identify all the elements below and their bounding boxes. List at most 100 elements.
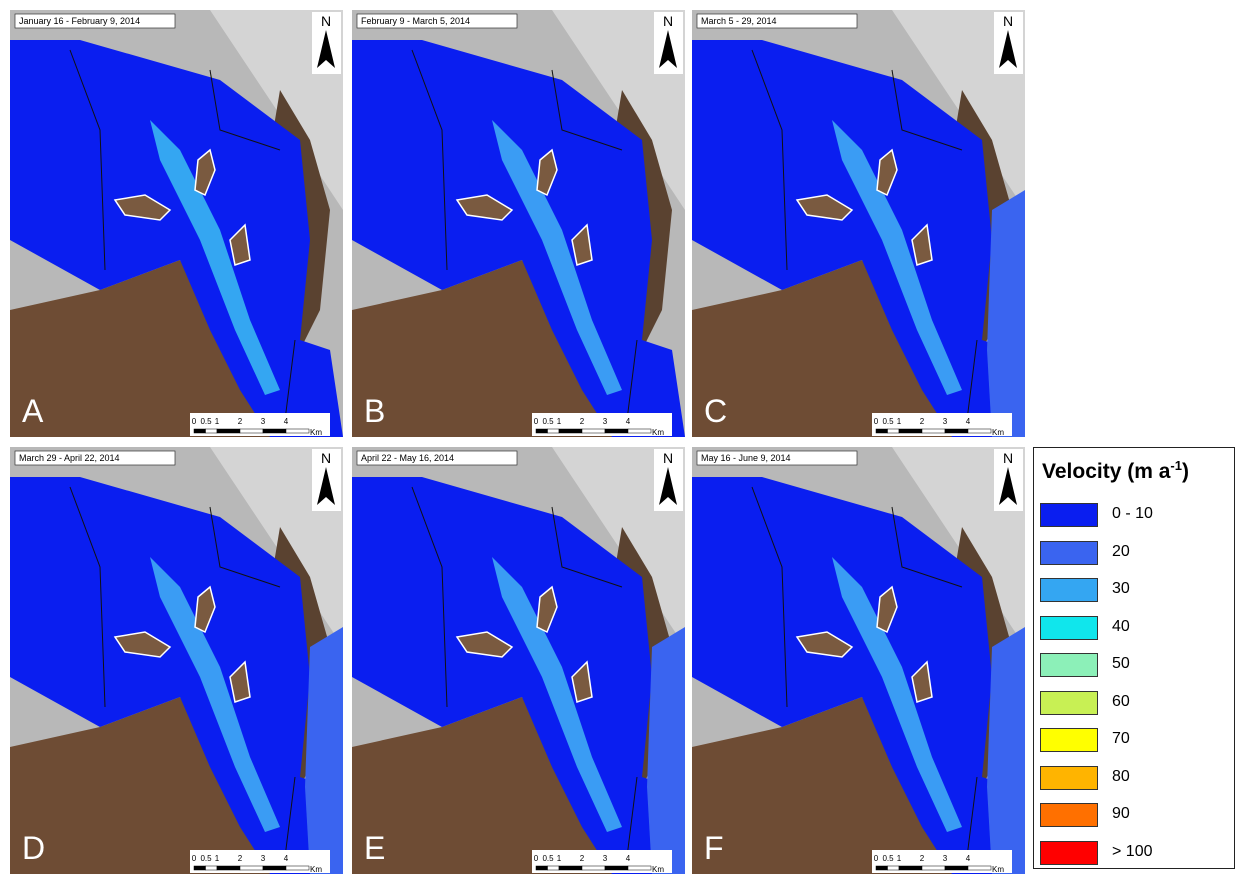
scale-bar-unit: Km	[992, 428, 1004, 437]
scale-bar-segment	[899, 429, 922, 433]
legend-swatch	[1040, 691, 1098, 715]
legend-item: 90	[1040, 803, 1230, 829]
scale-bar-label: 4	[284, 854, 289, 863]
north-label: N	[1003, 450, 1013, 466]
scale-bar-label: 0.5	[882, 417, 894, 426]
scale-bar-segment	[548, 429, 560, 433]
scale-bar-label: 0.5	[882, 854, 894, 863]
scale-bar-segment	[217, 866, 240, 870]
scale-bar-segment	[628, 866, 651, 870]
scale-bar-label: 4	[626, 417, 631, 426]
scale-bar-segment	[559, 429, 582, 433]
scale-bar-label: 4	[626, 854, 631, 863]
north-label: N	[1003, 13, 1013, 29]
legend-title: Velocity (m a-1)	[1042, 458, 1189, 484]
legend-title-text: Velocity (m a	[1042, 460, 1170, 483]
scale-bar-label: 3	[603, 417, 608, 426]
scale-bar-label: 2	[580, 417, 585, 426]
scale-bar-segment	[922, 866, 945, 870]
scale-bar-segment	[240, 429, 263, 433]
scale-bar-segment	[536, 429, 548, 433]
scale-bar-segment	[559, 866, 582, 870]
scale-bar-segment	[263, 866, 286, 870]
legend-swatch	[1040, 653, 1098, 677]
map-panel: March 29 - April 22, 2014ND00.51234Km	[10, 447, 343, 874]
scale-bar-label: 1	[897, 417, 902, 426]
scale-bar-label: 0	[874, 854, 879, 863]
scale-bar-label: 0.5	[542, 854, 554, 863]
north-label: N	[663, 450, 673, 466]
panel-letter: C	[704, 393, 727, 429]
legend-item: 30	[1040, 578, 1230, 604]
scale-bar-segment	[240, 866, 263, 870]
legend-label: 70	[1112, 730, 1130, 748]
scale-bar-segment	[217, 429, 240, 433]
legend-item: 20	[1040, 541, 1230, 567]
scale-bar-segment	[286, 429, 309, 433]
scale-bar-label: 0.5	[200, 854, 212, 863]
scale-bar-label: 1	[215, 854, 220, 863]
scale-bar-label: 3	[943, 417, 948, 426]
legend-item: 70	[1040, 728, 1230, 754]
glacier-east	[647, 627, 685, 874]
scale-bar-segment	[968, 866, 991, 870]
scale-bar-segment	[194, 429, 206, 433]
legend-label: 60	[1112, 693, 1130, 711]
scale-bar-segment	[582, 866, 605, 870]
scale-bar-label: 0	[192, 417, 197, 426]
scale-bar-label: 1	[557, 854, 562, 863]
scale-bar-segment	[888, 866, 900, 870]
panel-letter: A	[22, 393, 44, 429]
scale-bar-segment	[582, 429, 605, 433]
date-label: April 22 - May 16, 2014	[361, 453, 454, 463]
scale-bar-label: 3	[261, 417, 266, 426]
scale-bar-segment	[876, 866, 888, 870]
map-panel: February 9 - March 5, 2014NB00.51234Km	[352, 10, 685, 437]
date-label: February 9 - March 5, 2014	[361, 16, 470, 26]
legend-label: 40	[1112, 618, 1130, 636]
scale-bar-segment	[922, 429, 945, 433]
scale-bar-segment	[263, 429, 286, 433]
scale-bar-segment	[945, 429, 968, 433]
scale-bar-label: 2	[238, 854, 243, 863]
legend-label: 20	[1112, 543, 1130, 561]
scale-bar-label: 4	[966, 854, 971, 863]
scale-bar-label: 0	[534, 417, 539, 426]
scale-bar-label: 0.5	[200, 417, 212, 426]
scale-bar-segment	[206, 866, 218, 870]
legend-swatch	[1040, 803, 1098, 827]
legend-item: 60	[1040, 691, 1230, 717]
north-label: N	[321, 13, 331, 29]
scale-bar-label: 1	[215, 417, 220, 426]
date-label: January 16 - February 9, 2014	[19, 16, 140, 26]
legend-item: 80	[1040, 766, 1230, 792]
scale-bar-segment	[876, 429, 888, 433]
scale-bar-label: 0	[534, 854, 539, 863]
legend-item: 40	[1040, 616, 1230, 642]
panel-letter: D	[22, 830, 45, 866]
scale-bar-segment	[605, 429, 628, 433]
glacier-east	[987, 190, 1025, 437]
scale-bar-label: 0	[192, 854, 197, 863]
legend-swatch	[1040, 578, 1098, 602]
scale-bar-segment	[536, 866, 548, 870]
scale-bar-label: 1	[557, 417, 562, 426]
scale-bar-unit: Km	[652, 428, 664, 437]
date-label: May 16 - June 9, 2014	[701, 453, 791, 463]
legend-item: 50	[1040, 653, 1230, 679]
scale-bar-label: 0	[874, 417, 879, 426]
scale-bar-segment	[194, 866, 206, 870]
scale-bar-label: 2	[238, 417, 243, 426]
legend-swatch	[1040, 728, 1098, 752]
map-panel: May 16 - June 9, 2014NF00.51234Km	[692, 447, 1025, 874]
map: April 22 - May 16, 2014NE00.51234Km	[352, 447, 685, 874]
scale-bar-label: 2	[920, 417, 925, 426]
date-label: March 5 - 29, 2014	[701, 16, 777, 26]
legend-title-sup: -1	[1170, 458, 1182, 473]
glacier-east	[305, 627, 343, 874]
panel-letter: B	[364, 393, 385, 429]
